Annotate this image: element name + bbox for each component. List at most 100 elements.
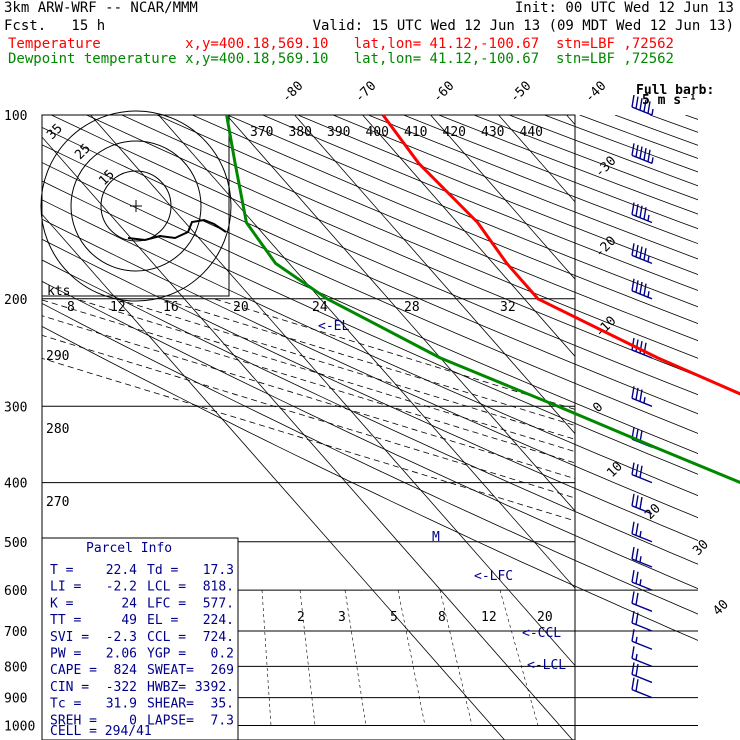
theta-label: 380 — [289, 125, 312, 140]
barb-flag — [635, 339, 639, 352]
wind-legend-units: 5 m s⁻¹ — [642, 93, 697, 108]
barb-staff — [631, 213, 653, 224]
parcel-label: TT = — [50, 613, 81, 628]
barb-flag — [635, 464, 639, 477]
wind-barb — [631, 610, 653, 632]
parcel-value: -2.3 — [106, 630, 137, 645]
wind-barb — [631, 677, 653, 699]
parcel-value: 824 — [114, 663, 138, 678]
moist-adiabats — [42, 298, 575, 522]
barb-flag — [631, 337, 635, 351]
hodograph-ring-label: 15 — [96, 167, 118, 189]
isotherm-label: 30 — [690, 537, 712, 559]
parcel-value: -322 — [106, 680, 137, 695]
dry-adiabat-line — [42, 180, 698, 475]
barb-staff — [631, 640, 653, 650]
parcel-cell: CELL = 294/41 — [50, 724, 152, 739]
barb-flag — [643, 207, 647, 220]
wind-barb — [631, 591, 653, 612]
barb-flag — [635, 592, 639, 606]
barb-flag — [635, 387, 639, 401]
parcel-value: 224. — [203, 613, 234, 628]
pressure-tick-label: 600 — [4, 584, 27, 599]
barb-flag — [631, 646, 635, 659]
parcel-label: SWEAT= — [147, 663, 194, 678]
dry-adiabat-line — [332, 115, 698, 260]
wind-barb — [631, 202, 653, 224]
isotherm-line — [42, 136, 573, 740]
barb-flag — [631, 629, 635, 642]
parcel-label: CAPE = — [50, 663, 97, 678]
parcel-value: 0 — [129, 713, 137, 728]
parcel-value: 818. — [203, 580, 234, 595]
forecast-hour: Fcst. 15 h — [4, 18, 106, 34]
dry-adiabat-line — [42, 144, 698, 434]
parcel-box-bg — [41, 537, 239, 740]
parcel-label: K = — [50, 596, 74, 611]
barb-staff — [631, 558, 653, 568]
barb-flag — [631, 677, 635, 690]
dry-adiabat-line — [368, 115, 698, 245]
barb-half — [639, 579, 642, 586]
barb-flag — [631, 278, 635, 291]
barb-flag — [643, 248, 647, 261]
pressure-tick-label: 1000 — [4, 720, 35, 735]
parcel-value: 35. — [211, 697, 234, 712]
barb-staff — [631, 602, 653, 612]
barb-staff — [631, 688, 653, 699]
hodograph-frame — [41, 114, 230, 297]
theta-label: 270 — [46, 495, 69, 510]
barb-staff — [631, 154, 653, 164]
temperature-location-info: x,y=400.18,569.10 lat,lon= 41.12,-100.67… — [185, 36, 674, 52]
hodograph-trace — [127, 218, 227, 242]
barb-flag — [639, 389, 643, 402]
parcel-level-marker: M — [432, 530, 440, 545]
theta-label: 280 — [46, 422, 69, 437]
barb-flag — [631, 662, 635, 675]
parcel-value: 2.06 — [106, 647, 137, 662]
theta-e-label: 24 — [312, 300, 328, 315]
barb-flag — [631, 94, 635, 108]
isotherm-line — [158, 115, 575, 589]
pressure-tick-label: 400 — [4, 477, 27, 492]
barb-staff — [631, 397, 653, 407]
isotherm-line — [294, 115, 575, 435]
wind-barb — [631, 462, 653, 484]
isotherm-line — [42, 213, 505, 740]
isotherms — [42, 115, 575, 740]
theta-label: 390 — [327, 125, 350, 140]
dry-adiabat-line — [42, 199, 698, 497]
dry-adiabat-line — [685, 115, 698, 120]
parcel-value: 269 — [211, 663, 234, 678]
barb-flag — [635, 548, 639, 561]
isotherm-line — [90, 115, 575, 667]
barb-flag — [643, 283, 647, 296]
pressure-tick-label: 900 — [4, 692, 27, 707]
mixing-ratio-line — [344, 590, 367, 726]
mixing-ratio-label: 5 — [390, 610, 398, 625]
dry-adiabat-line — [42, 218, 698, 519]
parcel-value: 17.3 — [203, 563, 234, 578]
barb-staff — [631, 505, 653, 515]
mixing-ratio-label: 12 — [481, 610, 497, 625]
theta-e-label: 20 — [233, 300, 249, 315]
wind-barb — [631, 386, 653, 407]
wind-barb — [631, 94, 654, 116]
theta-label: 400 — [366, 125, 389, 140]
temperature-profile — [381, 114, 740, 396]
wind-barb — [631, 569, 653, 591]
mixing-ratio-label: 2 — [297, 610, 305, 625]
parcel-value: 577. — [203, 596, 234, 611]
barb-flag — [639, 205, 643, 218]
dry-adiabat-line — [509, 115, 698, 187]
barb-staff — [631, 254, 653, 265]
isotherm-line — [430, 115, 575, 280]
theta-label: 430 — [481, 125, 504, 140]
barb-flag — [635, 571, 639, 584]
parcel-label: T = — [50, 563, 74, 578]
dry-adiabat-line — [42, 303, 698, 615]
barb-flag — [635, 144, 639, 158]
barb-staff — [631, 473, 653, 484]
barb-staff — [631, 622, 653, 632]
